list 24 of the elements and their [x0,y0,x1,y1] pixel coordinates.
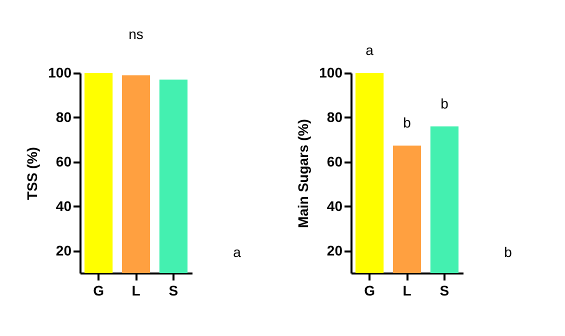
x-tick-label: L [402,282,412,298]
y-tick-label: 20 [56,242,72,258]
x-tick-label: L [132,282,141,298]
y-tick-label: 40 [326,198,343,214]
y-tick-label: 60 [56,153,72,170]
x-tick-label: G [364,282,376,298]
x-tick-label: G [93,282,104,298]
annotation: a [366,42,374,58]
text: ns [128,26,144,42]
y-tick-label: 60 [326,153,343,170]
text: b [504,244,512,260]
y-tick-label: 20 [326,242,343,258]
y-tick-label: 80 [326,108,343,125]
y-tick-label: 80 [56,108,72,125]
y-axis-title: TSS (%) [24,147,40,200]
y-tick-label: 100 [48,64,72,80]
y-tick-label: 100 [319,64,343,80]
annotation: b [403,114,412,131]
y-axis-title: Main Sugars (%) [295,119,312,228]
x-tick-label: S [168,282,178,298]
y-tick-label: 40 [56,198,72,214]
x-tick-label: S [440,282,450,298]
annotation: b [440,95,449,112]
text: a [233,244,242,260]
